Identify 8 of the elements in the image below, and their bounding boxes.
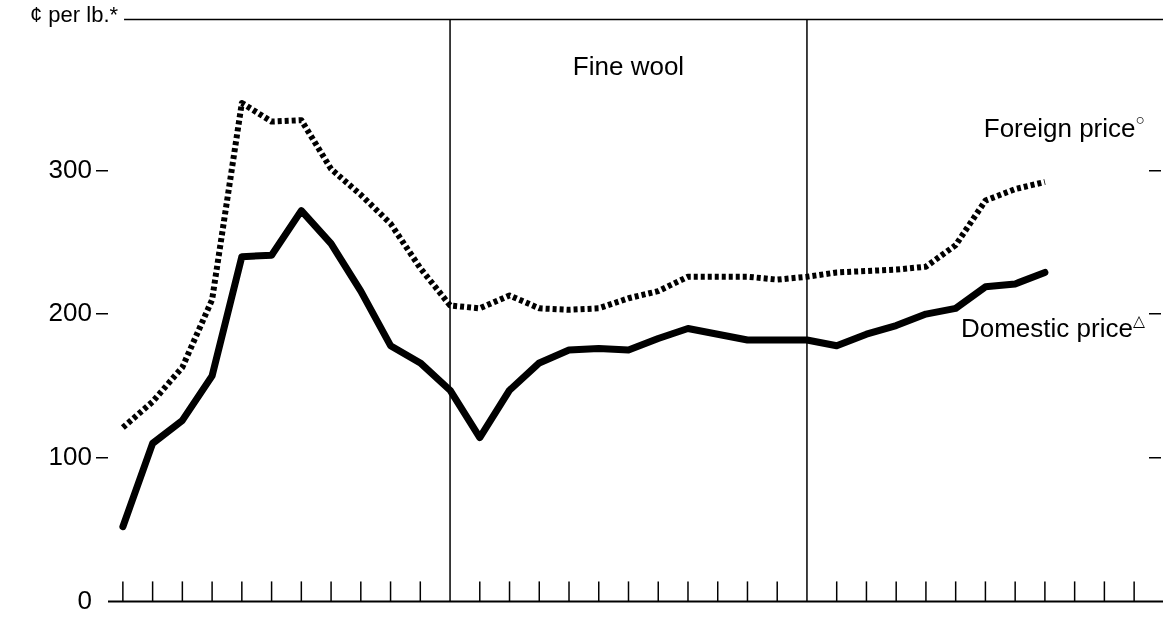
y-axis-title: ¢ per lb.*	[30, 2, 119, 27]
legend-label: Domestic price△	[960, 311, 1145, 344]
y-tick-label: 100	[48, 440, 92, 471]
y-tick-label: 0	[77, 584, 92, 615]
y-tick-label: 300	[48, 153, 92, 184]
text: Fine wool	[572, 51, 685, 81]
y-tick-label: 200	[48, 297, 92, 328]
text: Foreign price○	[983, 111, 1145, 143]
